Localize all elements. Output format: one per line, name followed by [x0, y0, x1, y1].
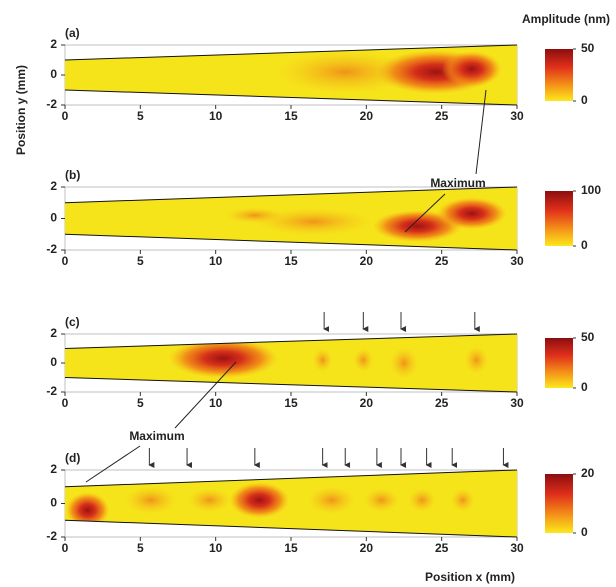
x-tick-label: 25 — [435, 396, 449, 410]
colorbar-title: Amplitude (nm) — [522, 12, 610, 26]
colorbar-tick-label: 100 — [581, 183, 601, 197]
y-axis-title: Position y (mm) — [14, 65, 28, 155]
y-tick-label: -2 — [46, 384, 57, 398]
edge — [64, 519, 518, 538]
x-axis-title: Position x (mm) — [425, 570, 515, 584]
panel-label: (c) — [65, 315, 80, 329]
hot-spot — [65, 492, 110, 529]
y-tick-label: 2 — [50, 462, 57, 476]
hot-spot — [363, 488, 400, 513]
hot-spot — [307, 486, 356, 515]
y-tick-label: -2 — [46, 97, 57, 111]
x-tick-label: 30 — [510, 541, 524, 555]
x-tick-label: 30 — [510, 109, 524, 123]
x-tick-label: 5 — [137, 541, 144, 555]
x-tick-label: 20 — [360, 396, 374, 410]
hot-spot — [390, 347, 418, 379]
x-tick-label: 10 — [209, 254, 223, 268]
edge — [64, 186, 518, 204]
x-tick-label: 10 — [209, 109, 223, 123]
edge — [64, 44, 518, 61]
panel-label: (b) — [65, 168, 80, 182]
x-tick-label: 0 — [62, 541, 69, 555]
annotation-line — [85, 445, 141, 483]
edge — [64, 469, 518, 488]
hot-spot — [312, 348, 333, 373]
annotation-line — [404, 193, 446, 233]
annotation-line — [174, 361, 237, 429]
x-tick-label: 20 — [360, 541, 374, 555]
y-tick-label: 0 — [50, 211, 57, 225]
x-tick-label: 5 — [137, 254, 144, 268]
hot-spot — [408, 488, 437, 513]
annotation: Maximum — [129, 429, 184, 443]
edge — [64, 233, 518, 251]
hot-spot — [187, 488, 232, 513]
edge — [64, 89, 518, 106]
x-tick-label: 15 — [284, 254, 298, 268]
colorbar-tick-label: 20 — [581, 466, 595, 480]
edge — [64, 333, 518, 349]
y-tick-label: 2 — [50, 326, 57, 340]
waveguide — [65, 470, 517, 537]
y-tick-label: 0 — [50, 496, 57, 510]
colorbar-tick-label: 0 — [581, 380, 588, 394]
colorbar — [545, 49, 573, 101]
x-tick-label: 25 — [435, 109, 449, 123]
hot-spot — [275, 50, 416, 94]
hot-spot — [168, 338, 279, 379]
x-tick-label: 5 — [137, 396, 144, 410]
x-tick-label: 30 — [510, 396, 524, 410]
annotation-line — [475, 89, 487, 175]
hot-spot — [436, 197, 507, 230]
y-tick-label: -2 — [46, 529, 57, 543]
hot-spot — [441, 51, 502, 87]
hot-spot — [450, 488, 475, 513]
panel-label: (d) — [65, 451, 80, 465]
edge — [64, 377, 518, 393]
y-tick-label: 0 — [50, 355, 57, 369]
hot-spot — [124, 486, 177, 515]
colorbar — [545, 191, 573, 246]
x-tick-label: 10 — [209, 396, 223, 410]
y-tick-label: 2 — [50, 37, 57, 51]
y-tick-label: 2 — [50, 179, 57, 193]
x-tick-label: 20 — [360, 109, 374, 123]
x-tick-label: 10 — [209, 541, 223, 555]
colorbar-tick-label: 0 — [581, 238, 588, 252]
hot-spot — [224, 207, 285, 224]
x-tick-label: 30 — [510, 254, 524, 268]
x-tick-label: 20 — [360, 254, 374, 268]
hot-spot — [464, 346, 489, 375]
x-tick-label: 15 — [284, 541, 298, 555]
x-tick-label: 25 — [435, 254, 449, 268]
colorbar-tick-label: 0 — [581, 525, 588, 539]
colorbar — [545, 474, 573, 533]
x-tick-label: 5 — [137, 109, 144, 123]
colorbar-tick-label: 50 — [581, 41, 595, 55]
y-tick-label: -2 — [46, 242, 57, 256]
x-tick-label: 25 — [435, 541, 449, 555]
hot-spot — [353, 348, 374, 373]
colorbar-tick-label: 50 — [581, 330, 595, 344]
y-tick-label: 0 — [50, 67, 57, 81]
panel-label: (a) — [65, 26, 80, 40]
x-tick-label: 15 — [284, 109, 298, 123]
x-tick-label: 0 — [62, 396, 69, 410]
colorbar-tick-label: 0 — [581, 93, 588, 107]
x-tick-label: 15 — [284, 396, 298, 410]
colorbar — [545, 338, 573, 388]
x-tick-label: 0 — [62, 109, 69, 123]
annotation: Maximum — [430, 176, 485, 190]
x-tick-label: 0 — [62, 254, 69, 268]
hot-spot — [229, 482, 290, 519]
